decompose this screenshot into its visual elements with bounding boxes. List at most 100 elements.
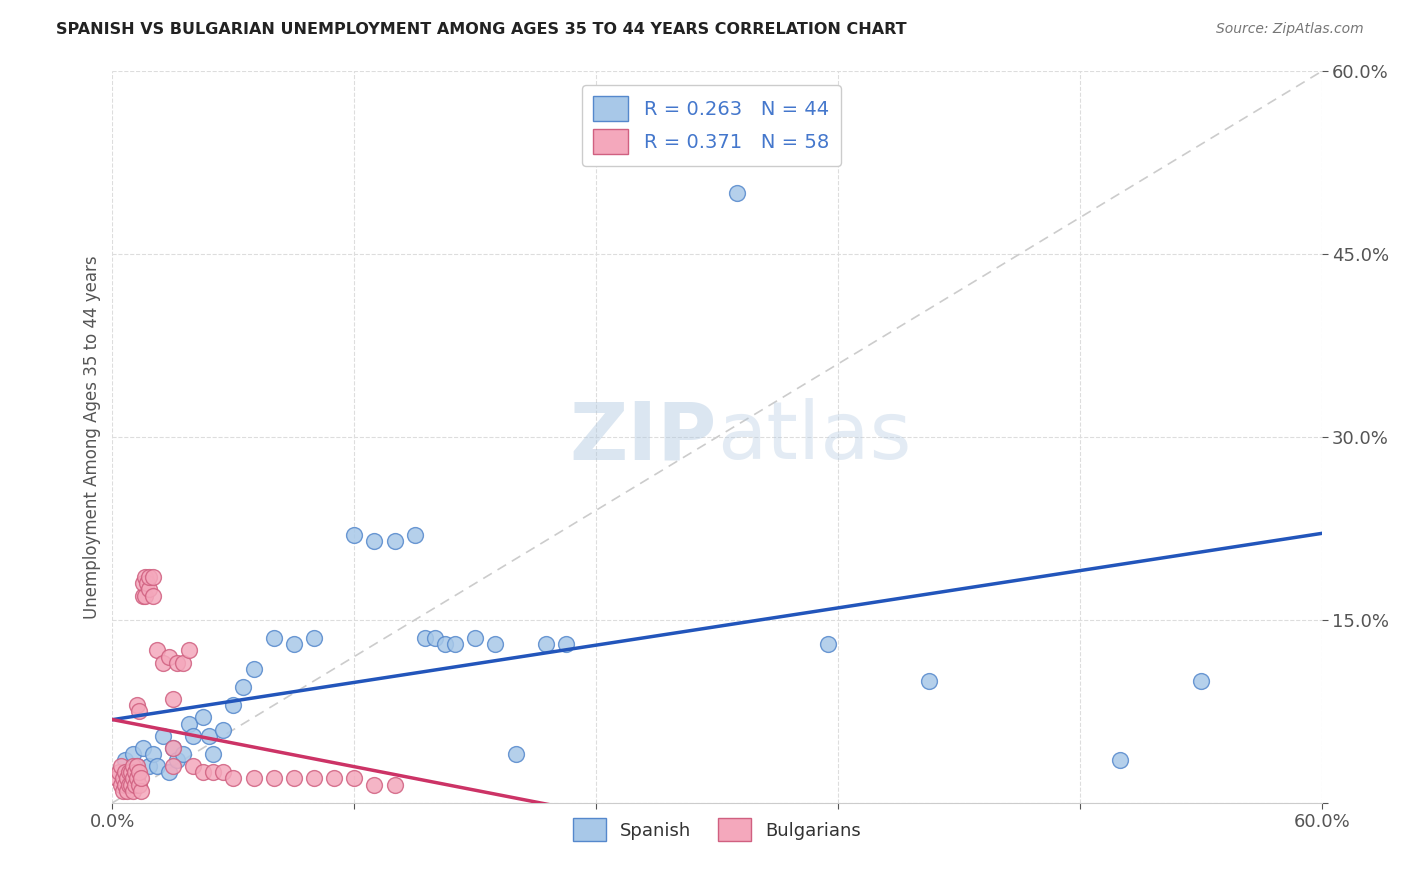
Point [191, 765, 214, 780]
Point [242, 662, 264, 676]
Point [138, 570, 160, 584]
Point [162, 692, 184, 706]
Point [202, 765, 225, 780]
Point [302, 772, 325, 786]
Point [464, 632, 486, 646]
Point [554, 637, 576, 651]
Point [146, 759, 169, 773]
Point [132, 576, 155, 591]
Point [384, 533, 406, 548]
Point [157, 649, 180, 664]
Point [117, 765, 139, 780]
Point [107, 765, 129, 780]
Point [404, 527, 426, 541]
Text: atlas: atlas [717, 398, 911, 476]
Point [918, 673, 941, 688]
Point [323, 772, 346, 786]
Point [129, 772, 152, 786]
Point [124, 778, 146, 792]
Point [142, 747, 165, 761]
Point [283, 772, 305, 786]
Point [162, 759, 184, 773]
Point [181, 759, 204, 773]
Point [1189, 673, 1212, 688]
Point [134, 589, 156, 603]
Point [121, 783, 143, 797]
Point [413, 632, 436, 646]
Point [166, 753, 188, 767]
Point [162, 740, 184, 755]
Text: Source: ZipAtlas.com: Source: ZipAtlas.com [1216, 22, 1364, 37]
Point [124, 765, 146, 780]
Point [166, 656, 188, 670]
Point [142, 589, 165, 603]
Point [343, 527, 366, 541]
Point [110, 778, 132, 792]
Point [128, 765, 150, 780]
Point [162, 740, 184, 755]
Point [125, 772, 148, 786]
Point [181, 729, 204, 743]
Point [129, 783, 152, 797]
Point [263, 772, 285, 786]
Point [433, 637, 456, 651]
Point [725, 186, 748, 201]
Point [363, 778, 385, 792]
Point [1109, 753, 1132, 767]
Point [191, 710, 214, 724]
Point [302, 632, 325, 646]
Point [172, 656, 194, 670]
Point [125, 759, 148, 773]
Point [222, 772, 245, 786]
Point [128, 778, 150, 792]
Text: ZIP: ZIP [569, 398, 717, 476]
Point [343, 772, 366, 786]
Point [534, 637, 557, 651]
Point [283, 637, 305, 651]
Point [152, 729, 174, 743]
Point [138, 759, 160, 773]
Point [222, 698, 245, 713]
Y-axis label: Unemployment Among Ages 35 to 44 years: Unemployment Among Ages 35 to 44 years [83, 255, 101, 619]
Point [114, 753, 136, 767]
Point [111, 783, 134, 797]
Point [132, 589, 155, 603]
Point [105, 772, 128, 786]
Point [363, 533, 385, 548]
Point [172, 747, 194, 761]
Point [120, 778, 142, 792]
Point [132, 740, 155, 755]
Point [157, 765, 180, 780]
Point [242, 772, 264, 786]
Point [138, 582, 160, 597]
Point [212, 723, 235, 737]
Text: SPANISH VS BULGARIAN UNEMPLOYMENT AMONG AGES 35 TO 44 YEARS CORRELATION CHART: SPANISH VS BULGARIAN UNEMPLOYMENT AMONG … [56, 22, 907, 37]
Point [111, 772, 134, 786]
Point [263, 632, 285, 646]
Point [198, 729, 221, 743]
Point [177, 643, 200, 657]
Point [505, 747, 527, 761]
Point [484, 637, 506, 651]
Point [115, 772, 138, 786]
Point [444, 637, 467, 651]
Point [117, 778, 139, 792]
Point [142, 570, 165, 584]
Point [128, 705, 150, 719]
Point [423, 632, 446, 646]
Point [135, 576, 157, 591]
Point [115, 783, 138, 797]
Point [121, 772, 143, 786]
Legend: Spanish, Bulgarians: Spanish, Bulgarians [565, 811, 869, 848]
Point [120, 765, 142, 780]
Point [202, 747, 225, 761]
Point [117, 765, 139, 780]
Point [146, 643, 169, 657]
Point [125, 759, 148, 773]
Point [111, 772, 134, 786]
Point [121, 747, 143, 761]
Point [134, 570, 156, 584]
Point [114, 778, 136, 792]
Point [152, 656, 174, 670]
Point [177, 716, 200, 731]
